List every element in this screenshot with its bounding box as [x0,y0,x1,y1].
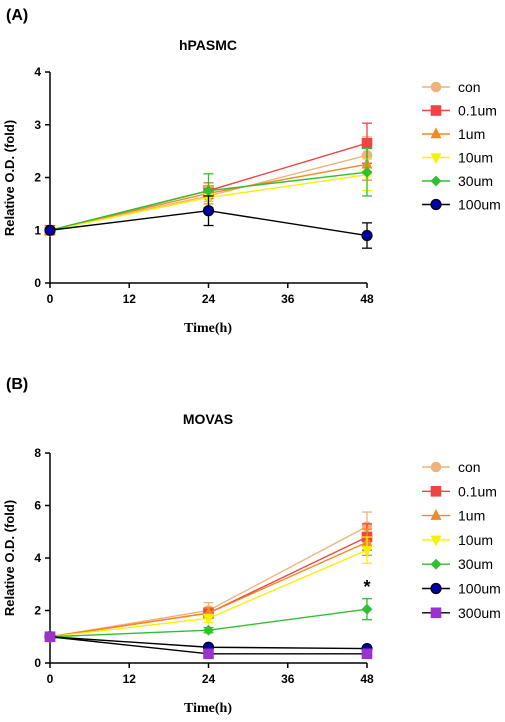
legend-marker [430,508,442,520]
legend-marker [430,153,442,165]
series-layer-a [44,122,373,249]
legend-marker [430,485,442,497]
legend-label: 10um [458,532,493,548]
series-100um [44,195,373,249]
x-tick-label: 0 [47,292,54,306]
data-point [361,229,373,242]
panel-label-b: (B) [6,376,28,393]
data-point [361,137,373,149]
annotation-layer-b: * [363,577,370,597]
legend-label: 10um [458,150,493,166]
legend-a: con 0.1um 1um 10um 30um 100um [422,79,501,213]
legend-marker [430,105,442,116]
legend-marker [430,582,442,595]
y-tick-label: 2 [34,604,41,618]
y-axis-label-a: Relative O.D. (fold) [2,120,17,236]
legend-label: con [458,79,481,95]
legend-marker [430,607,442,619]
legend-label: 300um [458,605,501,621]
significance-marker: * [363,577,370,597]
x-tick-label: 24 [202,292,216,306]
series-300um [44,631,373,660]
data-point [44,631,56,643]
x-tick-label: 12 [123,672,137,686]
legend-label: 30um [458,173,493,189]
data-point [202,205,215,217]
legend-marker [430,127,442,139]
y-tick-label: 0 [34,656,41,670]
chart-panel-a: (A) hPASMC Relative O.D. (fold) Time(h) … [2,7,501,336]
data-point [203,624,214,636]
data-point [44,224,56,236]
legend-marker [430,81,442,93]
legend-marker [430,461,442,473]
y-tick-label: 4 [34,551,41,565]
x-tick-label: 48 [360,292,374,306]
chart-title-b: MOVAS [183,411,233,427]
legend-label: 100um [458,197,501,213]
data-point [361,166,373,178]
legend-marker [430,535,442,547]
legend-marker [430,558,442,570]
legend-label: 0.1um [458,483,497,499]
x-tick-label: 12 [123,292,137,306]
x-axis-label-b: Time(h) [184,701,232,716]
data-point [203,614,214,626]
series-10um [44,536,373,644]
legend-label: 0.1um [458,103,497,119]
y-tick-label: 6 [34,499,41,513]
legend-label: 30um [458,556,493,572]
legend-label: 100um [458,581,501,597]
y-tick-label: 1 [34,223,41,237]
x-tick-label: 0 [47,672,54,686]
x-tick-label: 36 [281,292,295,306]
x-tick-label: 36 [281,672,295,686]
data-point [361,603,373,615]
y-tick-label: 0 [34,276,41,290]
x-axis-label-a: Time(h) [184,321,232,336]
panel-label-a: (A) [6,7,28,24]
legend-b: con 0.1um 1um 10um 30um 100um 300um [422,459,501,621]
legend-label: 1um [458,508,485,524]
x-tick-label: 48 [360,672,374,686]
series-layer-b [44,511,373,660]
x-tick-label: 24 [202,672,216,686]
data-point [203,648,214,660]
legend-marker [430,175,442,187]
chart-panel-b: (B) MOVAS Relative O.D. (fold) Time(h) 0… [2,376,501,716]
y-axis-label-b: Relative O.D. (fold) [2,500,17,616]
legend-label: 1um [458,126,485,142]
y-tick-label: 8 [34,446,41,460]
chart-title-a: hPASMC [179,37,237,53]
data-point [361,545,373,557]
y-tick-label: 3 [34,118,41,132]
data-point [361,648,373,660]
legend-label: con [458,459,481,475]
y-tick-label: 2 [34,171,41,185]
legend-marker [430,198,442,211]
y-tick-label: 4 [34,65,41,79]
